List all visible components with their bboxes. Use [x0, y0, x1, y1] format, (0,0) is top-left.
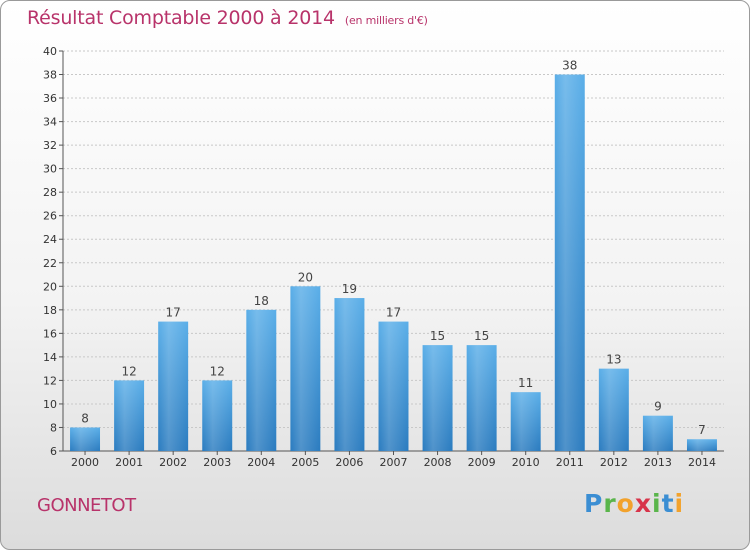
- data-label-2006: 19: [342, 282, 357, 296]
- data-label-2004: 18: [254, 294, 269, 308]
- y-tick-label: 30: [43, 163, 57, 176]
- x-tick-label-2011: 2011: [556, 456, 584, 469]
- bar-shine-2006: [334, 298, 365, 451]
- x-tick-label-2007: 2007: [380, 456, 408, 469]
- data-label-2001: 12: [121, 364, 136, 378]
- y-tick-label: 36: [43, 92, 57, 105]
- bar-shine-2002: [158, 321, 189, 451]
- x-tick-label-2013: 2013: [644, 456, 672, 469]
- data-label-2000: 8: [81, 411, 89, 425]
- x-tick-label-2001: 2001: [115, 456, 143, 469]
- y-tick-label: 8: [50, 421, 57, 434]
- bar-shine-2012: [598, 368, 629, 451]
- x-tick-label-2008: 2008: [424, 456, 452, 469]
- bar-shine-2009: [466, 345, 497, 451]
- x-tick-label-2000: 2000: [71, 456, 99, 469]
- y-tick-label: 14: [43, 351, 57, 364]
- data-label-2007: 17: [386, 306, 401, 320]
- data-label-2008: 15: [430, 329, 445, 343]
- x-tick-label-2010: 2010: [512, 456, 540, 469]
- y-tick-label: 26: [43, 210, 57, 223]
- y-tick-label: 24: [43, 233, 57, 246]
- bar-shine-2010: [510, 392, 541, 451]
- y-tick-label: 10: [43, 398, 57, 411]
- y-tick-label: 6: [50, 445, 57, 458]
- x-tick-label-2005: 2005: [291, 456, 319, 469]
- bar-shine-2001: [114, 380, 145, 451]
- chart-title-block: Résultat Comptable 2000 à 2014 (en millie…: [27, 7, 428, 29]
- label-layer: 2000 8 2001 12 2002 17 2003 12 2004 18 2005 20 2006 1…: [71, 59, 716, 469]
- bar-shine-2007: [378, 321, 409, 451]
- data-label-2010: 11: [518, 376, 533, 390]
- data-label-2012: 13: [606, 353, 621, 367]
- chart-title: Résultat Comptable 2000 à 2014: [27, 7, 335, 29]
- bar-shine-2014: [686, 439, 717, 451]
- data-label-2009: 15: [474, 329, 489, 343]
- data-label-2014: 7: [698, 423, 706, 437]
- bar-shine-2008: [422, 345, 453, 451]
- x-tick-label-2004: 2004: [247, 456, 275, 469]
- commune-name: GONNETOT: [37, 495, 136, 516]
- bar-shine-2011: [554, 74, 585, 451]
- y-tick-label: 16: [43, 327, 57, 340]
- bar-shine-2000: [70, 427, 101, 451]
- data-label-2003: 12: [210, 364, 225, 378]
- x-tick-label-2006: 2006: [335, 456, 363, 469]
- x-tick-label-2002: 2002: [159, 456, 187, 469]
- x-tick-label-2003: 2003: [203, 456, 231, 469]
- y-tick-label: 38: [43, 69, 57, 82]
- x-tick-label-2012: 2012: [600, 456, 628, 469]
- y-tick-label: 18: [43, 304, 57, 317]
- y-tick-label: 20: [43, 280, 57, 293]
- data-label-2011: 38: [562, 59, 577, 73]
- bar-shine-2004: [246, 309, 277, 451]
- y-tick-label: 34: [43, 116, 57, 129]
- bar-layer: [70, 74, 717, 451]
- bar-shine-2005: [290, 286, 321, 451]
- bar-shine-2003: [202, 380, 233, 451]
- data-label-2013: 9: [654, 400, 662, 414]
- y-tick-label: 22: [43, 257, 57, 270]
- y-tick-label: 28: [43, 186, 57, 199]
- x-tick-label-2014: 2014: [688, 456, 716, 469]
- y-tick-label: 12: [43, 374, 57, 387]
- data-label-2002: 17: [166, 306, 181, 320]
- proxiti-logo: Proxiti: [584, 489, 685, 518]
- bar-shine-2013: [642, 415, 673, 451]
- data-label-2005: 20: [298, 270, 313, 284]
- y-tick-label: 32: [43, 139, 57, 152]
- x-tick-label-2009: 2009: [468, 456, 496, 469]
- chart-unit: (en milliers d'€): [344, 14, 428, 27]
- y-tick-label: 40: [43, 45, 57, 58]
